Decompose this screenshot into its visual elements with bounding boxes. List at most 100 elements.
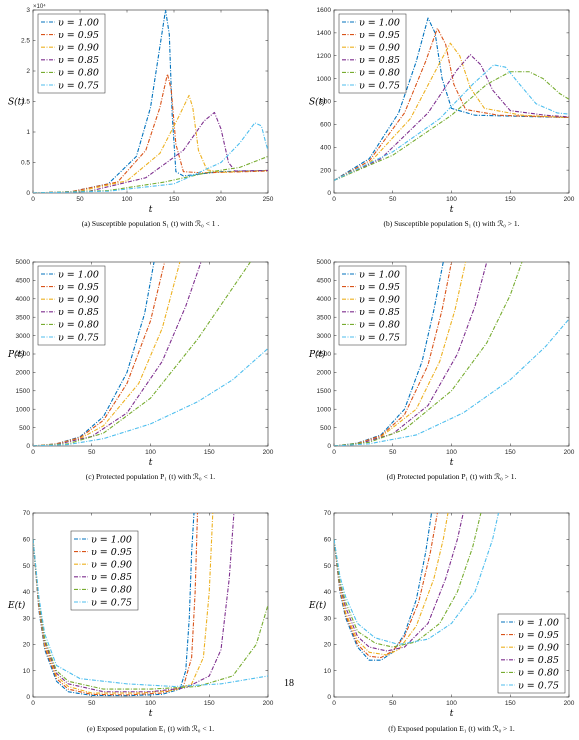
legend-label: υ = 0.80 [359,320,400,331]
legend-label: υ = 0.90 [91,560,132,571]
legend-label: υ = 0.75 [91,597,132,608]
y-axis-label: P(t) [308,349,326,360]
y-tick-label: 1000 [317,406,332,413]
legend-label: υ = 0.80 [91,585,132,596]
page-number: 18 [284,678,294,689]
series-group [334,513,500,661]
y-tick-label: 1200 [317,53,332,60]
x-tick-label: 50 [389,449,397,456]
series-line [334,513,500,645]
legend-label: υ = 0.75 [58,332,99,343]
x-tick-label: 200 [263,449,274,456]
legend-box [497,613,566,694]
series-group [334,17,569,181]
y-tick-label: 2500 [317,351,332,358]
legend-label: υ = 0.95 [359,30,400,41]
x-tick-label: 0 [31,196,35,203]
x-axis-label: t [450,205,454,215]
legend-label: υ = 0.75 [58,80,99,91]
x-tick-label: 50 [389,196,397,203]
legend-label: υ = 0.85 [91,572,132,583]
series-line [334,513,449,656]
y-tick-label: 30 [23,615,31,622]
chart-a: 0 50 100 150 200 250 0 0.5 1 1.5 2 2.5 3×10⁴ t S(t) υ =… [8,3,274,228]
series-line [33,348,268,446]
legend-box [338,13,407,94]
legend-label: υ = 0.95 [359,282,400,293]
y-tick-label: 0 [327,694,331,701]
y-tick-label: 0 [327,190,331,197]
series-line [33,513,195,697]
x-tick-label: 50 [88,449,96,456]
series-line [334,262,523,446]
x-tick-label: 100 [145,700,156,707]
legend: υ = 1.00 υ = 0.95 υ = 0.90υ = 0.85 υ = 0.80… [37,13,106,94]
x-tick-label: 200 [564,449,575,456]
series-line [334,42,569,181]
x-tick-label: 150 [505,700,516,707]
legend-label: υ = 0.85 [359,55,400,66]
y-tick-label: 50 [23,563,31,570]
y-tick-label: 1000 [317,76,332,83]
x-tick-label: 150 [204,449,215,456]
legend-label: υ = 1.00 [518,617,559,628]
series-line [33,73,268,193]
legend-label: υ = 0.95 [58,282,99,293]
y-tick-label: 1600 [317,7,332,14]
x-tick-label: 100 [446,196,457,203]
series-line [33,539,268,688]
chart-e: 0 50 100 150 200 0 10 20 30 40 50 60 70 t E(t) υ = 1.00… [7,510,274,733]
figure-caption: (f) Exposed population E₁ (t) with ℛ₀ > … [388,724,515,733]
y-tick-label: 3500 [317,314,332,321]
legend-label: υ = 0.85 [518,655,559,666]
y-tick-label: 1400 [317,30,332,37]
y-tick-label: 40 [324,589,332,596]
x-tick-label: 0 [332,449,336,456]
legend-label: υ = 1.00 [58,17,99,28]
legend-label: υ = 1.00 [359,17,400,28]
x-tick-label: 200 [216,196,227,203]
x-tick-label: 100 [145,449,156,456]
x-tick-label: 50 [76,196,84,203]
legend-label: υ = 0.95 [91,547,132,558]
x-axis-label: t [149,205,153,215]
legend-label: υ = 0.80 [359,68,400,79]
x-tick-label: 0 [31,700,35,707]
series-line [334,64,569,181]
series-line [33,262,202,446]
legend: υ = 1.00 υ = 0.95 υ = 0.90υ = 0.85 υ = 0.80… [497,613,566,694]
x-tick-label: 0 [332,196,336,203]
y-tick-label: 70 [23,510,31,517]
y-tick-label: 0.5 [21,160,30,167]
figure-caption: (e) Exposed population E₁ (t) with ℛ₀ < … [87,724,214,733]
x-tick-label: 0 [31,449,35,456]
legend-label: υ = 0.90 [58,43,99,54]
y-tick-label: 0 [26,443,30,450]
legend: υ = 1.00 υ = 0.95 υ = 0.90υ = 0.85 υ = 0.80… [338,13,407,94]
y-tick-label: 2500 [16,351,31,358]
y-tick-label: 50 [324,563,332,570]
y-tick-label: 20 [324,642,332,649]
figure-caption: (a) Susceptible population S₁ (t) with ℛ… [82,219,220,228]
y-tick-label: 2000 [317,370,332,377]
series-line [334,262,444,446]
x-tick-label: 100 [446,700,457,707]
series-line [33,94,268,193]
y-tick-label: 2000 [16,370,31,377]
legend-label: υ = 1.00 [91,534,132,545]
legend-label: υ = 0.85 [359,307,400,318]
series-line [33,262,251,446]
legend-label: υ = 0.75 [518,680,559,691]
legend: υ = 1.00 υ = 0.95 υ = 0.90υ = 0.85 υ = 0.80… [37,265,106,346]
series-line [33,122,268,193]
legend-label: υ = 0.85 [58,55,99,66]
x-tick-label: 200 [564,700,575,707]
legend-label: υ = 1.00 [359,269,400,280]
legend-label: υ = 0.85 [58,307,99,318]
y-tick-label: 4000 [16,296,31,303]
legend-label: υ = 1.00 [58,269,99,280]
x-tick-label: 100 [446,449,457,456]
y-tick-label: 2.5 [21,38,30,45]
legend-label: υ = 0.80 [58,320,99,331]
